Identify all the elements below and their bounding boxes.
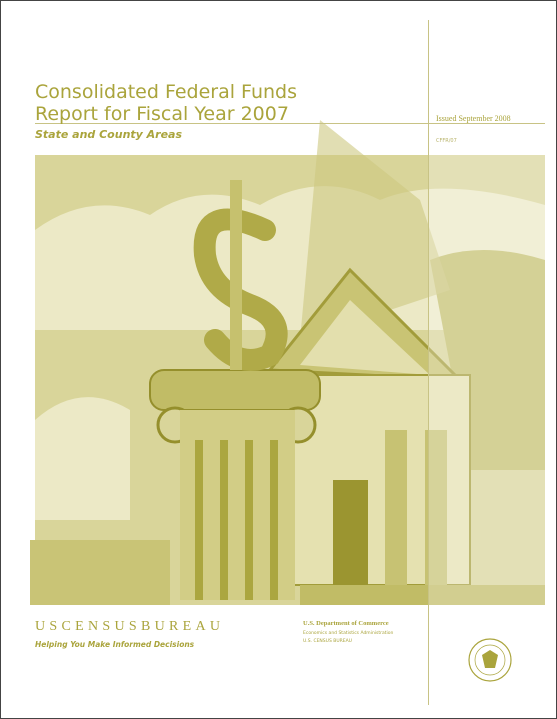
department-line: U.S. Department of Commerce bbox=[303, 620, 389, 627]
report-code: CFFR/07 bbox=[436, 138, 457, 144]
department-line: Economics and Statistics Administration bbox=[303, 630, 394, 636]
issued-date: Issued September 2008 bbox=[436, 114, 511, 123]
title-line: Report for Fiscal Year 2007 bbox=[35, 103, 289, 125]
illustration bbox=[30, 120, 545, 605]
department-line: U.S. CENSUS BUREAU bbox=[303, 638, 352, 644]
title-line: Consolidated Federal Funds bbox=[35, 81, 297, 103]
subtitle: State and County Areas bbox=[35, 128, 182, 141]
agency-name: USCENSUSBUREAU bbox=[35, 619, 224, 634]
tagline: Helping You Make Informed Decisions bbox=[35, 640, 195, 649]
seal bbox=[468, 638, 512, 682]
